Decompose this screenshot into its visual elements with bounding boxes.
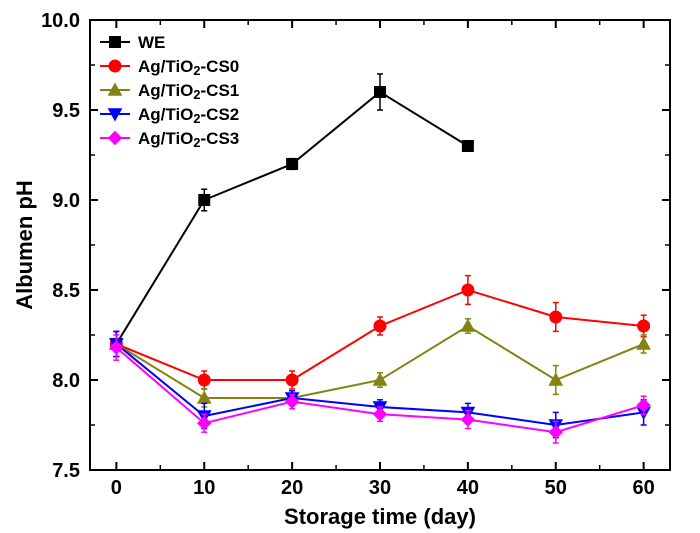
svg-text:Ag/TiO2-CS0: Ag/TiO2-CS0 xyxy=(138,57,239,78)
chart-svg: 0 10 20 30 40 50 60 7.5 8.0 8.5 9.0 9.5 10.0 Storage … xyxy=(0,0,700,533)
svg-text:50: 50 xyxy=(545,477,567,499)
svg-text:Ag/TiO2-CS1: Ag/TiO2-CS1 xyxy=(138,81,239,102)
svg-text:Storage time (day): Storage time (day) xyxy=(284,504,476,529)
svg-text:WE: WE xyxy=(138,33,165,52)
svg-text:0: 0 xyxy=(111,477,122,499)
svg-text:8.0: 8.0 xyxy=(52,370,80,392)
svg-text:Ag/TiO2-CS3: Ag/TiO2-CS3 xyxy=(138,129,239,150)
svg-text:Albumen pH: Albumen pH xyxy=(12,180,37,310)
svg-text:7.5: 7.5 xyxy=(52,460,80,482)
svg-text:Ag/TiO2-CS2: Ag/TiO2-CS2 xyxy=(138,105,239,126)
svg-text:30: 30 xyxy=(369,477,391,499)
svg-text:9.0: 9.0 xyxy=(52,190,80,212)
svg-text:10.0: 10.0 xyxy=(41,10,80,32)
svg-text:40: 40 xyxy=(457,477,479,499)
svg-text:10: 10 xyxy=(193,477,215,499)
svg-text:60: 60 xyxy=(633,477,655,499)
svg-text:20: 20 xyxy=(281,477,303,499)
chart-container: 0 10 20 30 40 50 60 7.5 8.0 8.5 9.0 9.5 10.0 Storage … xyxy=(0,0,700,533)
svg-text:9.5: 9.5 xyxy=(52,100,80,122)
svg-text:8.5: 8.5 xyxy=(52,280,80,302)
